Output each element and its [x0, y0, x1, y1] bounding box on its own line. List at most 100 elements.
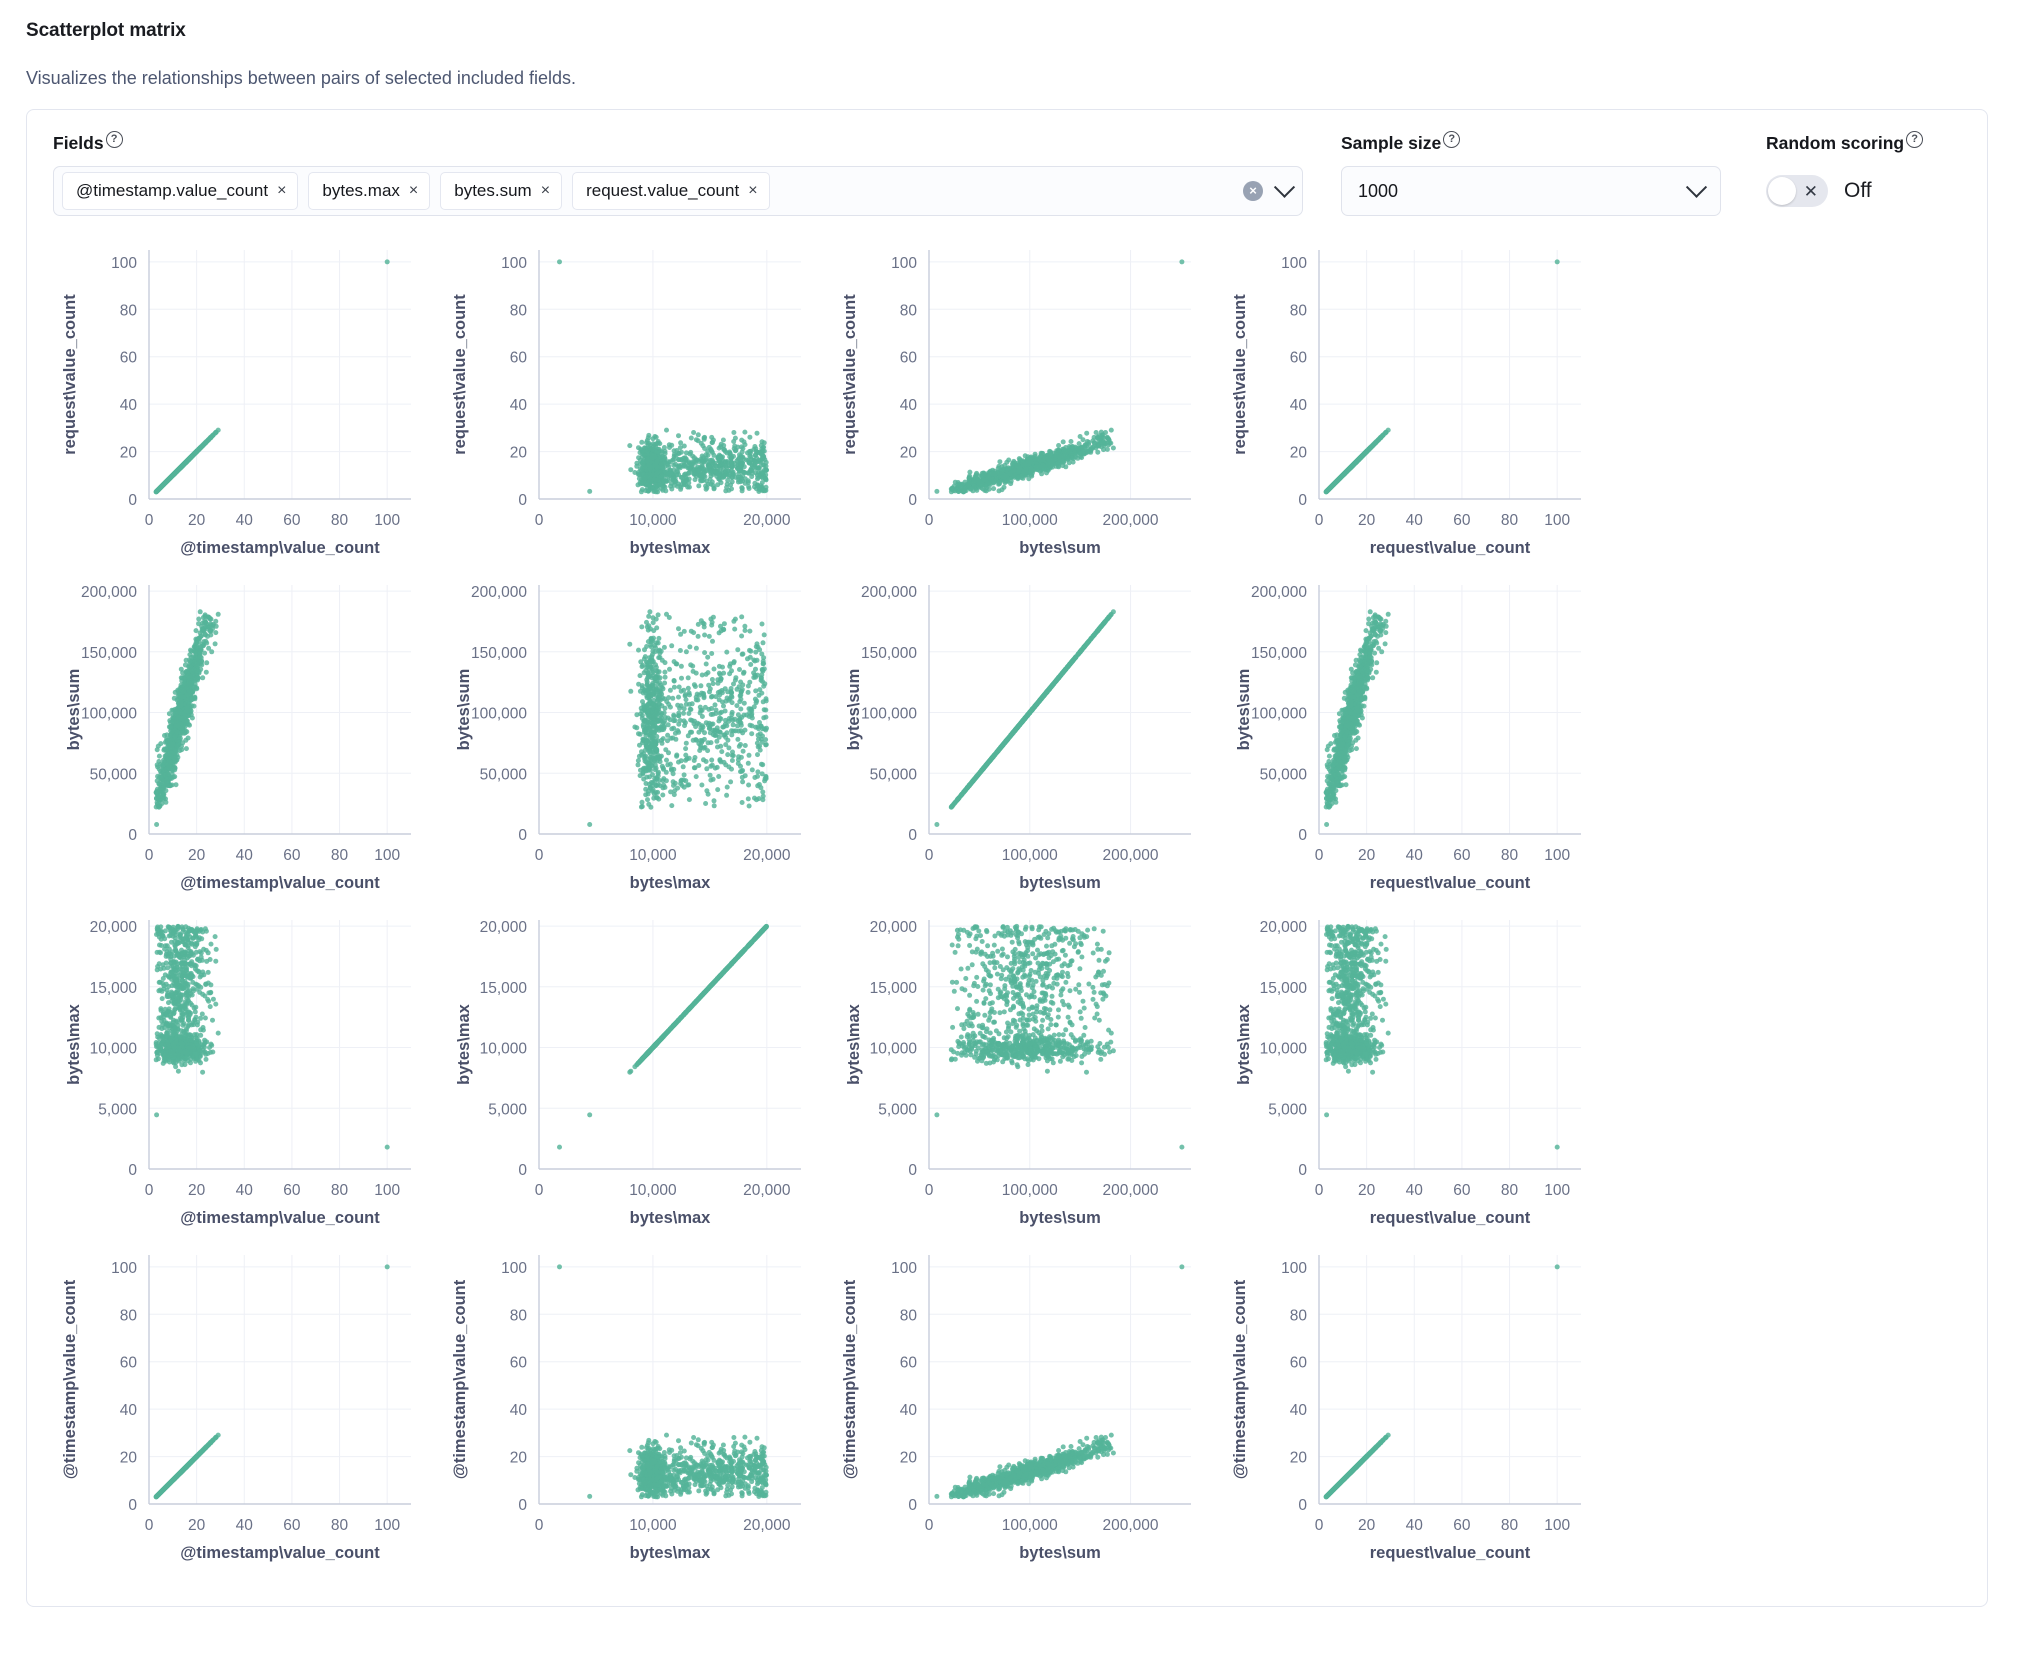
scatterplot-matrix-grid: 0 20 40 60 80 100 0 20 40 60 80 100 @timestamp\value…: [53, 238, 1961, 1578]
svg-text:40: 40: [1406, 512, 1424, 529]
svg-text:100: 100: [374, 512, 400, 529]
scatterplot-cell[interactable]: 0 10,000 20,000 0 5,000 10,000 15,000 20,000 byt…: [443, 908, 823, 1243]
close-icon[interactable]: ×: [277, 182, 287, 200]
scatter-points: [1323, 924, 1560, 1150]
y-axis-label: bytes\max: [1235, 1004, 1253, 1086]
y-axis-label: bytes\sum: [65, 669, 83, 751]
scatterplot-cell-svg: 0 20 40 60 80 100020406080100request\value_co…: [1231, 250, 1581, 557]
scatterplot-cell[interactable]: 0 20 40 60 80 100 0 20 40 60 80 100 request\value_co…: [1223, 1243, 1603, 1578]
svg-text:20,000: 20,000: [743, 512, 791, 529]
scatterplot-cell[interactable]: 0 100,000 200,000 0 20 40 60 80 100 bytes\sum requ…: [833, 238, 1213, 573]
scatter-points: [557, 924, 769, 1150]
scatterplot-cell-svg: 0 20 40 60 80 10005,00010,00015,00020,000requ…: [1235, 919, 1581, 1227]
scatter-points: [153, 1264, 390, 1500]
svg-text:40: 40: [1290, 397, 1308, 414]
scatterplot-cell-svg: 0 10,000 20,000 0 20 40 60 80 100 bytes\max reques…: [451, 250, 801, 557]
scatterplot-cell-svg: 0 100,000 200,000050,000100,000150,000200,…: [845, 584, 1191, 892]
chevron-down-icon[interactable]: [1273, 176, 1296, 198]
close-icon[interactable]: ×: [748, 182, 758, 200]
svg-text:0: 0: [145, 512, 154, 529]
y-axis-label: request\value_count: [61, 294, 79, 455]
scatterplot-cell-svg: 0 20 40 60 80 100020406080100request\value_co…: [1231, 1255, 1581, 1562]
x-axis-label: bytes\sum: [1019, 539, 1101, 557]
fields-label: Fields: [53, 133, 104, 153]
scatter-points: [587, 609, 769, 828]
field-pill[interactable]: @timestamp.value_count ×: [62, 172, 299, 211]
scatter-points: [153, 259, 390, 495]
scatterplot-cell-svg: 0 20 40 60 80 100050,000100,000150,000200,000…: [1235, 584, 1581, 892]
svg-text:80: 80: [900, 303, 918, 320]
scatter-points: [934, 609, 1116, 828]
close-icon[interactable]: ×: [540, 182, 551, 200]
x-axis-label: @timestamp\value_count: [180, 874, 380, 892]
svg-text:80: 80: [331, 512, 349, 529]
scatterplot-cell[interactable]: 0 20 40 60 80 100 0 5,000 10,000 15,000 20,000 requ…: [1223, 908, 1603, 1243]
svg-text:80: 80: [510, 303, 528, 320]
sample-size-select[interactable]: 1000: [1341, 166, 1721, 217]
random-scoring-switch-row: ✕ Off: [1766, 166, 1923, 216]
help-circle-icon[interactable]: ?: [1906, 131, 1924, 148]
page-description: Visualizes the relationships between pai…: [26, 68, 576, 88]
svg-text:20: 20: [120, 445, 138, 462]
scatterplot-cell[interactable]: 0 100,000 200,000 0 50,000 100,000 150,000 200,…: [833, 573, 1213, 908]
y-axis-label: @timestamp\value_count: [451, 1280, 469, 1480]
scatter-points: [934, 259, 1185, 495]
svg-text:0: 0: [518, 492, 527, 509]
field-pill-list: @timestamp.value_count × bytes.max × byt…: [62, 172, 1231, 211]
scatter-points: [1323, 1264, 1560, 1500]
svg-text:40: 40: [120, 397, 138, 414]
scatterplot-cell[interactable]: 0 10,000 20,000 0 20 40 60 80 100 bytes\max reques…: [443, 238, 823, 573]
scatterplot-cell[interactable]: 0 20 40 60 80 100 0 20 40 60 80 100 request\value_co…: [1223, 238, 1603, 573]
svg-text:40: 40: [510, 397, 528, 414]
x-axis-label: @timestamp\value_count: [180, 1209, 380, 1227]
y-axis-label: bytes\sum: [845, 669, 863, 751]
controls-row: Fields ? @timestamp.value_count × bytes.…: [53, 131, 1961, 217]
svg-text:0: 0: [535, 512, 544, 529]
scatterplot-cell-svg: 0 10,000 20,00005,00010,00015,00020,000byt…: [455, 919, 801, 1227]
scatterplot-matrix-page: Scatterplot matrix Visualizes the relati…: [26, 20, 1988, 1608]
scatterplot-cell[interactable]: 0 20 40 60 80 100 0 20 40 60 80 100 @timestamp\value…: [53, 1243, 433, 1578]
chevron-down-icon[interactable]: [1685, 176, 1708, 198]
random-scoring-state: Off: [1844, 179, 1872, 203]
y-axis-label: @timestamp\value_count: [61, 1280, 79, 1480]
scatterplot-cell[interactable]: 0 20 40 60 80 100 0 20 40 60 80 100 @timestamp\value…: [53, 238, 433, 573]
cross-icon: ✕: [1803, 181, 1818, 201]
scatter-points: [934, 924, 1185, 1150]
scatter-points: [557, 259, 769, 495]
field-pill-label: @timestamp.value_count: [76, 181, 269, 201]
sample-size-label: Sample size: [1341, 133, 1442, 153]
combobox-actions: ×: [1231, 176, 1296, 202]
random-scoring-label: Random scoring: [1766, 133, 1905, 153]
scatterplot-cell-svg: 0 100,000 200,000 0 20 40 60 80 100 bytes\sum requ…: [841, 250, 1191, 557]
scatterplot-cell-svg: 0 10,000 20,000020406080100bytes\max@times…: [451, 1255, 801, 1562]
scatterplot-cell[interactable]: 0 20 40 60 80 100 0 5,000 10,000 15,000 20,000 @tim…: [53, 908, 433, 1243]
x-axis-label: bytes\sum: [1019, 874, 1101, 892]
scatterplot-cell[interactable]: 0 20 40 60 80 100 0 50,000 100,000 150,000 200,000…: [1223, 573, 1603, 908]
random-scoring-toggle[interactable]: ✕: [1766, 175, 1828, 208]
x-axis-label: bytes\max: [630, 1209, 712, 1227]
scatterplot-cell[interactable]: 0 100,000 200,000 0 20 40 60 80 100 bytes\sum @tim…: [833, 1243, 1213, 1578]
svg-text:200,000: 200,000: [1103, 512, 1159, 529]
field-pill[interactable]: request.value_count ×: [572, 172, 770, 211]
field-pill[interactable]: bytes.sum ×: [440, 172, 563, 211]
scatter-points: [153, 924, 390, 1150]
svg-text:60: 60: [1290, 350, 1308, 367]
help-circle-icon[interactable]: ?: [1443, 131, 1461, 148]
y-axis-label: bytes\max: [455, 1004, 473, 1086]
y-axis-label: bytes\max: [65, 1004, 83, 1086]
scatter-points: [153, 609, 221, 828]
scatterplot-cell[interactable]: 0 100,000 200,000 0 5,000 10,000 15,000 20,000 b…: [833, 908, 1213, 1243]
field-pill[interactable]: bytes.max ×: [308, 172, 431, 211]
svg-text:0: 0: [128, 492, 137, 509]
svg-text:60: 60: [900, 350, 918, 367]
svg-text:10,000: 10,000: [629, 512, 677, 529]
scatterplot-cell[interactable]: 0 10,000 20,000 0 50,000 100,000 150,000 200,00…: [443, 573, 823, 908]
sample-size-label-row: Sample size ?: [1341, 131, 1721, 153]
svg-text:100: 100: [501, 255, 527, 272]
scatterplot-cell[interactable]: 0 10,000 20,000 0 20 40 60 80 100 bytes\max @times…: [443, 1243, 823, 1578]
clear-all-icon[interactable]: ×: [1243, 181, 1263, 202]
help-circle-icon[interactable]: ?: [105, 131, 123, 148]
scatterplot-cell[interactable]: 0 20 40 60 80 100 0 50,000 100,000 150,000 200,000…: [53, 573, 433, 908]
close-icon[interactable]: ×: [408, 182, 419, 200]
fields-combobox[interactable]: @timestamp.value_count × bytes.max × byt…: [53, 166, 1303, 217]
